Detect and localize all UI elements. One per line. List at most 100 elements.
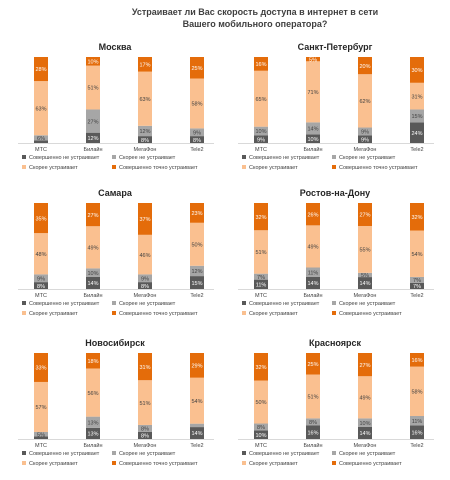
bar-segment-rather-not [34, 274, 48, 283]
data-label: 63% [35, 106, 46, 112]
data-label: 46% [139, 253, 150, 259]
legend-swatch [332, 311, 336, 315]
bar-segment-rather-yes [306, 61, 320, 123]
data-label: 28% [35, 67, 46, 73]
bar-segment-fully-yes [190, 203, 204, 223]
data-label: 10% [87, 60, 98, 66]
data-label: 48% [35, 252, 46, 258]
legend-swatch [22, 165, 26, 169]
data-label: 17% [139, 63, 150, 69]
chart-svg: Санкт-Петербург 9% 10% 65% 16% МТС 10% 14% 71% 5%… [238, 42, 434, 171]
data-label: 58% [191, 102, 202, 108]
bar-segment-rather-yes [254, 230, 268, 274]
category-label: МегаФон [354, 293, 377, 299]
data-label: 37% [139, 217, 150, 223]
category-label: МегаФон [354, 443, 377, 449]
legend-swatch [112, 311, 116, 315]
bar-segment-not-at-all [34, 282, 48, 289]
bar-segment-not-at-all [190, 136, 204, 143]
data-label: 51% [87, 86, 98, 92]
bar-segment-rather-not [138, 125, 152, 137]
data-label: 18% [87, 359, 98, 365]
bar-segment-not-at-all [86, 132, 100, 143]
bar-segment-not-at-all [410, 425, 424, 439]
data-label: 9% [257, 137, 265, 143]
bar-segment-rather-yes [306, 225, 320, 268]
bar-segment-fully-yes [410, 57, 424, 83]
data-label: 27% [87, 213, 98, 219]
data-label: 14% [307, 281, 318, 287]
legend-swatch [332, 451, 336, 455]
data-label: 27% [87, 119, 98, 125]
data-label: 16% [307, 430, 318, 436]
data-label: 25% [191, 66, 202, 72]
data-label: 27% [359, 363, 370, 369]
bar-segment-rather-yes [138, 234, 152, 275]
data-label: 51% [255, 250, 266, 256]
data-label: 13% [87, 420, 98, 426]
legend-swatch [112, 165, 116, 169]
data-label: 11% [412, 419, 423, 425]
data-label: 27% [359, 213, 370, 219]
data-label: 58% [411, 390, 422, 396]
legend-label: Совершенно устраивает [339, 311, 402, 317]
bar-segment-rather-yes [190, 377, 204, 424]
chart-svg: Ростов-на-Дону 11% 7% 51% 32% МТС 14% 11% 49% 26%… [238, 188, 434, 317]
category-label: Билайн [83, 146, 102, 153]
bar-segment-fully-yes [138, 57, 152, 72]
data-label: 15% [411, 114, 422, 120]
data-label: 32% [255, 365, 266, 371]
chart-title: Самара [98, 188, 133, 198]
bar-segment-rather-not [306, 267, 320, 277]
data-label: 8% [141, 427, 149, 433]
bar-segment-fully-yes [86, 203, 100, 227]
legend-label: Скорее не устраивает [119, 451, 176, 457]
bar-segment-not-at-all [86, 276, 100, 289]
bar-segment-rather-not [358, 418, 372, 427]
data-label: 23% [191, 211, 202, 217]
category-label: МегаФон [134, 293, 157, 299]
data-label: 8% [141, 138, 149, 144]
data-label: 30% [411, 68, 422, 74]
category-label: Tele2 [190, 293, 203, 299]
category-label: Tele2 [190, 443, 203, 449]
data-label: 35% [35, 216, 46, 222]
bar-segment-rather-yes [254, 380, 268, 424]
legend-swatch [22, 461, 26, 465]
data-label: 55% [359, 248, 370, 254]
category-label: Tele2 [410, 443, 423, 449]
bar-segment-fully-yes [358, 353, 372, 377]
legend-swatch [112, 155, 116, 159]
bar-segment-not-at-all [190, 427, 204, 439]
legend-swatch [242, 155, 246, 159]
legend-label: Совершенно не устраивает [29, 301, 100, 307]
bar-segment-rather-yes [410, 230, 424, 277]
legend-label: Скорее устраивает [29, 461, 78, 467]
legend-label: Скорее устраивает [249, 461, 298, 467]
bar-segment-rather-not [254, 273, 268, 280]
bar-segment-rather-not [138, 424, 152, 432]
bar-segment-not-at-all [358, 426, 372, 439]
data-label: 51% [307, 395, 318, 401]
category-label: МТС [35, 147, 47, 153]
data-label: 9% [361, 130, 369, 136]
bar-segment-rather-yes [410, 82, 424, 110]
bar-segment-rather-not [190, 265, 204, 277]
bar-segment-fully-yes [138, 203, 152, 235]
legend-swatch [242, 165, 246, 169]
bar-segment-fully-yes [190, 353, 204, 378]
chart-title: Санкт-Петербург [298, 42, 373, 52]
bar-segment-fully-yes [306, 57, 320, 62]
chart-krasnoyarsk: Красноярск 10% 8% 50% 32% МТС 16% 8% 51% 25% Билай… [228, 336, 442, 469]
bar-segment-rather-yes [358, 225, 372, 273]
data-label: 49% [87, 245, 98, 251]
bar-segment-fully-yes [138, 353, 152, 381]
data-label: 9% [141, 276, 149, 282]
data-label: 54% [411, 252, 422, 258]
bar-segment-fully-yes [358, 203, 372, 226]
legend-label: Скорее устраивает [249, 311, 298, 317]
legend-label: Скорее устраивает [249, 165, 298, 171]
legend-label: Скорее не устраивает [119, 155, 176, 161]
category-label: МТС [255, 293, 267, 299]
bar-segment-not-at-all [138, 431, 152, 439]
